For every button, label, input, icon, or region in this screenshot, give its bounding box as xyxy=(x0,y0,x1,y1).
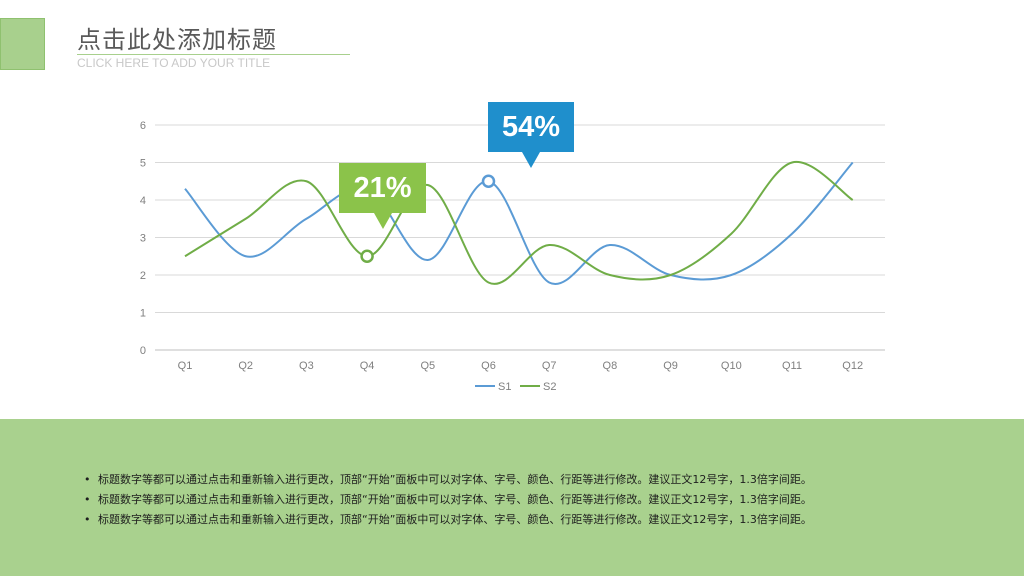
callout-s2-q4: 21% xyxy=(339,163,426,229)
chart-series xyxy=(184,161,854,286)
legend-label-s1: S1 xyxy=(498,381,511,393)
title-accent-square xyxy=(0,18,45,70)
x-tick-label: Q5 xyxy=(420,360,435,372)
x-tick-label: Q12 xyxy=(842,360,863,372)
note-item[interactable]: 标题数字等都可以通过点击和重新输入进行更改，顶部“开始”面板中可以对字体、字号、… xyxy=(84,490,812,510)
x-tick-label: Q8 xyxy=(603,360,618,372)
x-tick-label: Q11 xyxy=(782,360,802,372)
slide-title[interactable]: 点击此处添加标题 xyxy=(77,26,277,54)
notes-panel: 标题数字等都可以通过点击和重新输入进行更改，顶部“开始”面板中可以对字体、字号、… xyxy=(0,419,1024,576)
y-tick-label: 6 xyxy=(140,120,146,132)
x-tick-label: Q3 xyxy=(299,360,314,372)
y-tick-label: 1 xyxy=(140,308,146,320)
x-tick-label: Q1 xyxy=(178,360,193,372)
y-tick-label: 2 xyxy=(140,270,146,282)
callout-s1-q6: 54% xyxy=(488,102,574,168)
highlight-point-s1 xyxy=(481,174,496,188)
x-tick-label: Q10 xyxy=(721,360,742,372)
series-line-s2 xyxy=(184,161,854,285)
y-tick-label: 3 xyxy=(140,233,146,245)
notes-list: 标题数字等都可以通过点击和重新输入进行更改，顶部“开始”面板中可以对字体、字号、… xyxy=(84,470,812,530)
note-item[interactable]: 标题数字等都可以通过点击和重新输入进行更改，顶部“开始”面板中可以对字体、字号、… xyxy=(84,470,812,490)
highlight-point-s2 xyxy=(360,249,374,263)
y-tick-label: 4 xyxy=(140,195,146,207)
chart-axes: 0 1 2 3 4 5 6 Q1 Q2 Q3 Q4 Q5 Q6 Q7 Q8 Q9 Q10 Q11 Q12 xyxy=(140,120,863,372)
line-chart: 0 1 2 3 4 5 6 Q1 Q2 Q3 Q4 Q5 Q6 Q7 Q8 Q9 Q10 Q11 Q12 S1 S2 xyxy=(140,120,885,393)
x-tick-label: Q9 xyxy=(663,360,678,372)
x-tick-label: Q7 xyxy=(542,360,557,372)
chart-grid xyxy=(155,124,885,351)
x-tick-label: Q2 xyxy=(238,360,253,372)
legend-label-s2: S2 xyxy=(543,381,556,393)
x-tick-label: Q4 xyxy=(360,360,375,372)
chart-legend: S1 S2 xyxy=(475,381,556,393)
y-tick-label: 0 xyxy=(140,345,146,357)
title-underline xyxy=(77,54,350,55)
x-tick-label: Q6 xyxy=(481,360,496,372)
y-tick-label: 5 xyxy=(140,158,146,170)
series-line-s1 xyxy=(184,161,854,286)
slide-subtitle[interactable]: CLICK HERE TO ADD YOUR TITLE xyxy=(77,56,271,70)
note-item[interactable]: 标题数字等都可以通过点击和重新输入进行更改，顶部“开始”面板中可以对字体、字号、… xyxy=(84,510,812,530)
